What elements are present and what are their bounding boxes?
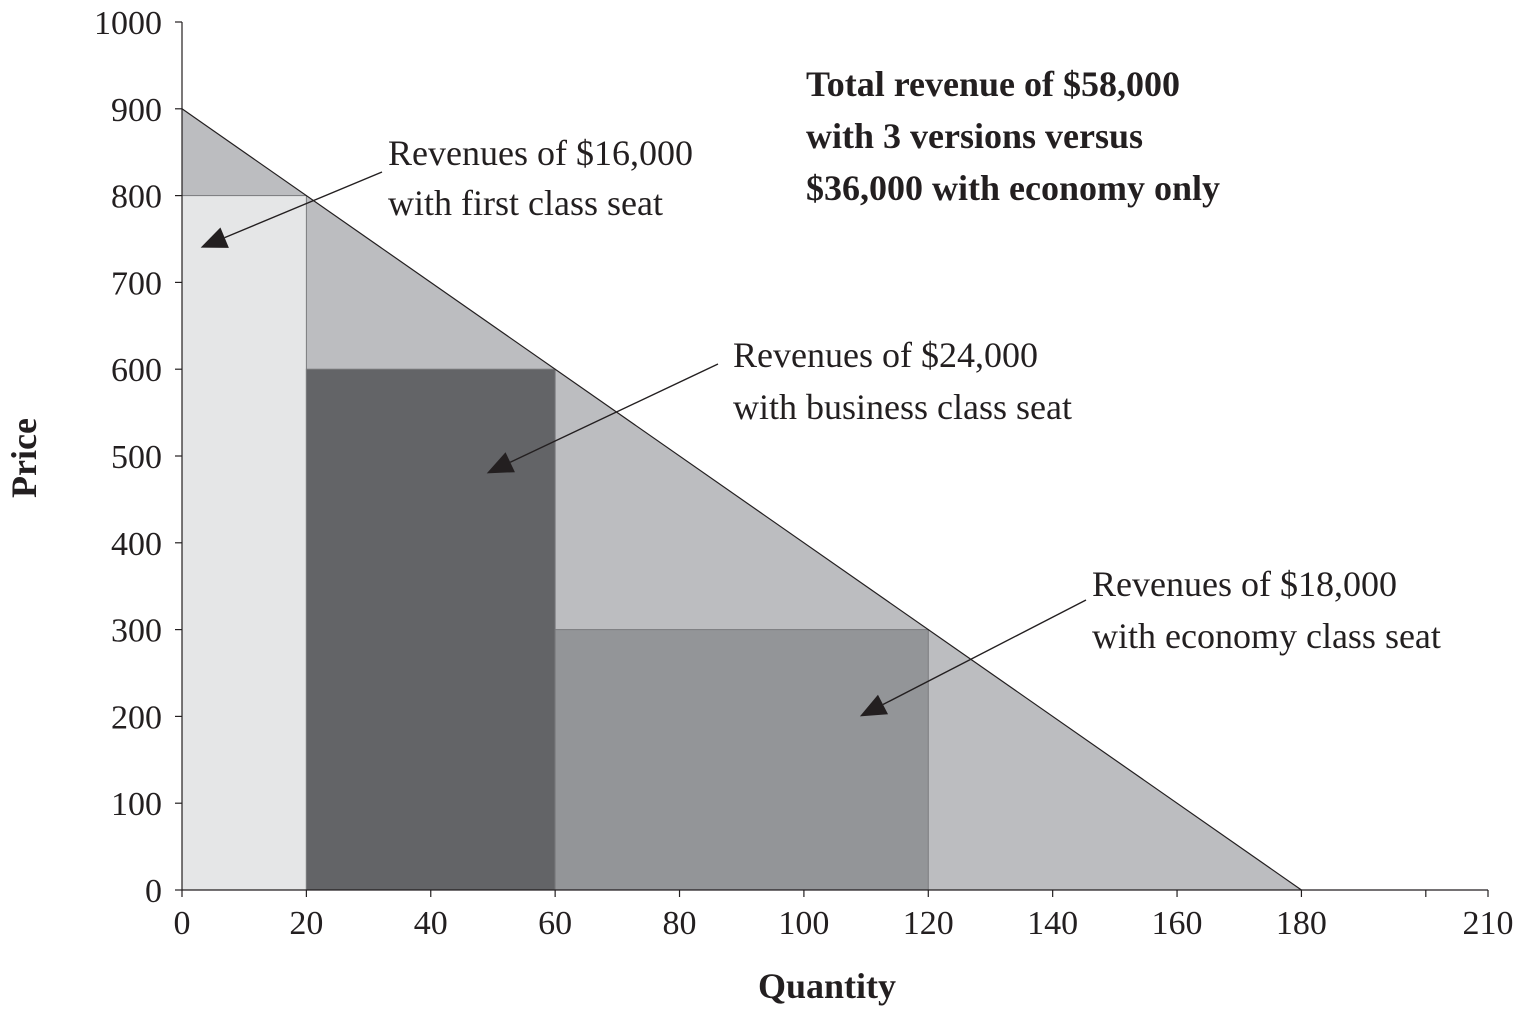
annotations: Total revenue of $58,000 with 3 versions …: [200, 64, 1441, 717]
y-tick-label: 600: [111, 352, 162, 389]
x-tick-label: 0: [174, 905, 191, 942]
x-tick-label: 180: [1276, 905, 1327, 942]
y-tick-label: 300: [111, 613, 162, 650]
x-axis-title: Quantity: [758, 966, 896, 1006]
y-tick-label: 100: [111, 786, 162, 823]
x-tick-label: 100: [778, 905, 829, 942]
total-revenue-text-line-3: $36,000 with economy only: [806, 168, 1220, 208]
axes: 0 100 200 300 400 500 600 700 800 900 1000 0 20 40 60 8…: [4, 5, 1514, 1006]
economy-class-arrow-head: [859, 694, 889, 717]
y-tick-label: 900: [111, 92, 162, 129]
x-tick-label: 40: [414, 905, 448, 942]
revenue-rect-first-class: [181, 195, 307, 891]
business-class-text-line-1: Revenues of $24,000: [733, 335, 1038, 375]
first-class-arrow-head: [200, 227, 229, 248]
x-tick-label: 210: [1463, 905, 1514, 942]
y-tick-label: 0: [145, 873, 162, 910]
y-tick-label: 1000: [94, 5, 162, 42]
x-tick-label: 20: [289, 905, 323, 942]
economy-class-arrow-line: [882, 599, 1087, 706]
first-class-text-line-1: Revenues of $16,000: [388, 133, 693, 173]
business-class-arrow-line: [509, 363, 719, 463]
y-tick-label: 200: [111, 699, 162, 736]
economy-class-text-line-2: with economy class seat: [1092, 616, 1441, 656]
economy-class-text-line-1: Revenues of $18,000: [1092, 564, 1397, 604]
x-tick-label: 60: [538, 905, 572, 942]
first-class-text-line-2: with first class seat: [388, 183, 663, 223]
total-revenue-text-line-2: with 3 versions versus: [806, 116, 1143, 156]
y-axis-title: Price: [4, 418, 44, 498]
plot-area: [181, 108, 1302, 891]
y-tick-label: 500: [111, 439, 162, 476]
x-tick-label: 160: [1152, 905, 1203, 942]
y-tick-label: 400: [111, 526, 162, 563]
revenue-rect-economy-class: [554, 629, 929, 891]
first-class-arrow-line: [224, 171, 383, 239]
total-revenue-text-line-1: Total revenue of $58,000: [806, 64, 1180, 104]
business-class-text-line-2: with business class seat: [733, 387, 1072, 427]
business-class-arrow-head: [486, 452, 515, 474]
y-tick-label: 700: [111, 265, 162, 302]
x-tick-label: 80: [663, 905, 697, 942]
revenue-rect-business-class: [305, 368, 556, 891]
x-tick-label: 140: [1027, 905, 1078, 942]
demand-line: [181, 108, 1302, 891]
y-tick-label: 800: [111, 179, 162, 216]
x-tick-label: 120: [903, 905, 954, 942]
